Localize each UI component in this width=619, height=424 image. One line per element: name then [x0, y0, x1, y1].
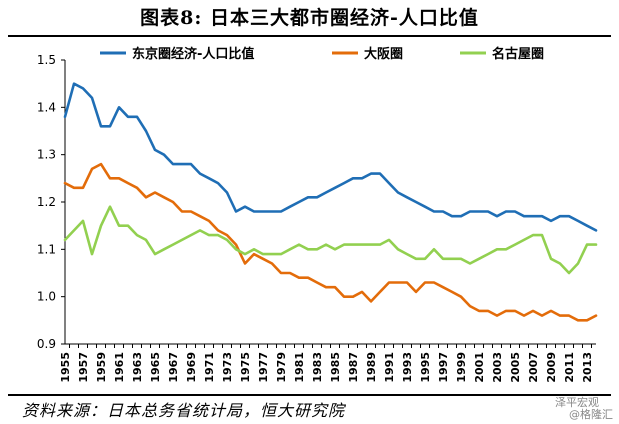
source-note: 资料来源：日本总务省统计局，恒大研究院 — [22, 401, 346, 420]
chart-legend: 东京圈经济-人口比值 大阪圈 名古屋圈 — [100, 46, 544, 62]
x-tick-label: 1979 — [275, 352, 288, 383]
x-tick-label: 1995 — [419, 352, 432, 383]
x-tick-label: 1989 — [365, 352, 378, 383]
x-tick-label: 2005 — [509, 352, 522, 383]
x-tick-label: 1959 — [95, 352, 108, 383]
series-line-1 — [63, 162, 598, 322]
x-tick-label: 1971 — [203, 352, 216, 383]
chart-axes: 0.9 1.0 1.1 1.2 1.3 1.4 1.5 1955 1957 1959 1961 196… — [37, 53, 596, 383]
series-lines — [63, 82, 598, 322]
x-tick-label: 2011 — [563, 352, 576, 383]
line-chart: 0.9 1.0 1.1 1.2 1.3 1.4 1.5 1955 1957 1959 1961 196… — [37, 46, 598, 383]
bottom-rule — [8, 394, 611, 396]
series-line-2 — [63, 205, 598, 275]
series-line-0 — [63, 82, 598, 232]
x-tick-label: 1991 — [383, 352, 396, 383]
legend-label-2: 名古屋圈 — [492, 46, 544, 62]
watermark: 泽平宏观 @格隆汇 — [555, 397, 613, 421]
x-tick-label: 1987 — [347, 352, 360, 383]
figure-title: 图表8: 日本三大都市圈经济-人口比值 — [140, 7, 479, 29]
top-rule — [8, 35, 611, 37]
x-tick-label: 1973 — [221, 352, 234, 383]
x-tick-label: 1963 — [131, 352, 144, 383]
y-tick-label: 1.1 — [37, 242, 56, 256]
x-tick-label: 2007 — [527, 352, 540, 383]
x-tick-label: 2013 — [581, 352, 594, 383]
x-tick-label: 1969 — [185, 352, 198, 383]
x-tick-label: 1983 — [311, 352, 324, 383]
x-tick-label: 1965 — [149, 352, 162, 383]
y-tick-label: 0.9 — [37, 337, 56, 351]
x-tick-label: 1967 — [167, 352, 180, 383]
y-tick-label: 1.3 — [37, 148, 56, 162]
x-tick-label: 1955 — [59, 352, 72, 383]
legend-label-0: 东京圈经济-人口比值 — [132, 46, 254, 62]
x-tick-label: 1961 — [113, 352, 126, 383]
y-tick-label: 1.0 — [37, 290, 56, 304]
y-tick-label: 1.4 — [37, 100, 56, 114]
y-tick-label: 1.5 — [37, 53, 56, 67]
legend-label-1: 大阪圈 — [364, 46, 403, 62]
x-tick-label: 1975 — [239, 352, 252, 383]
x-tick-label: 1993 — [401, 352, 414, 383]
x-tick-label: 1981 — [293, 352, 306, 383]
x-tick-label: 2003 — [491, 352, 504, 383]
x-tick-label: 1997 — [437, 352, 450, 383]
watermark-line2: @格隆汇 — [569, 408, 613, 421]
x-tick-label: 2001 — [473, 352, 486, 383]
watermark-line1: 泽平宏观 — [555, 396, 599, 409]
x-tick-label: 1985 — [329, 352, 342, 383]
x-tick-label: 1999 — [455, 352, 468, 383]
x-tick-label: 1977 — [257, 352, 270, 383]
x-tick-label: 1957 — [77, 352, 90, 383]
x-tick-label: 2009 — [545, 352, 558, 383]
y-tick-label: 1.2 — [37, 195, 56, 209]
